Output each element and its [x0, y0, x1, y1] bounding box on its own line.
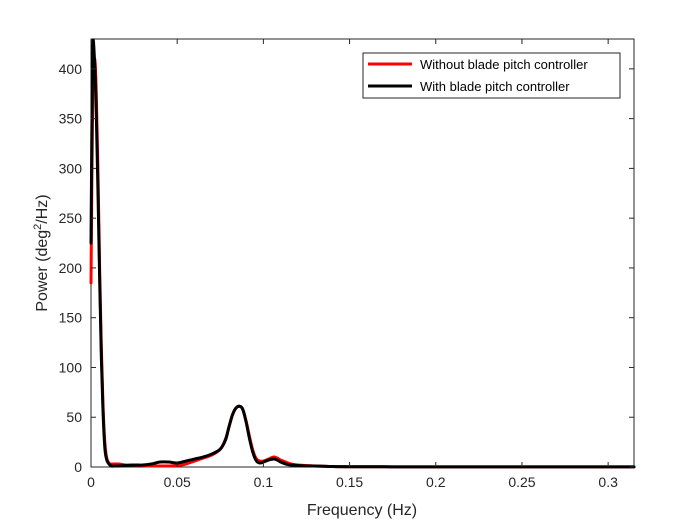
y-axis-label-main: Power (deg — [34, 230, 51, 312]
y-axis-label-tail: /Hz) — [34, 194, 51, 223]
y-tick-label: 150 — [59, 310, 83, 326]
legend: Without blade pitch controller With blad… — [362, 52, 621, 99]
y-axis-ticks: 0 50 100 150 200 250 300 350 400 — [59, 61, 634, 475]
x-tick-label: 0 — [87, 474, 95, 490]
y-tick-label: 250 — [59, 210, 83, 226]
x-tick-label: 0.1 — [254, 474, 274, 490]
y-axis-label-superscript: 2 — [32, 224, 44, 230]
legend-label-without-controller: Without blade pitch controller — [420, 57, 588, 72]
series-group — [89, 38, 636, 469]
y-tick-label: 0 — [74, 459, 82, 475]
x-tick-label: 0.05 — [164, 474, 191, 490]
y-tick-label: 200 — [59, 260, 83, 276]
y-tick-label: 350 — [59, 111, 83, 127]
plot-area: 0 0.05 0.1 0.15 0.2 0.25 0.3 0 50 100 150 200 250 30… — [59, 38, 636, 490]
x-tick-label: 0.2 — [426, 474, 446, 490]
legend-label-with-controller: With blade pitch controller — [420, 79, 570, 94]
x-tick-label: 0.25 — [508, 474, 535, 490]
y-tick-label: 100 — [59, 359, 83, 375]
x-axis-label: Frequency (Hz) — [307, 502, 417, 519]
y-tick-label: 400 — [59, 61, 83, 77]
x-tick-label: 0.3 — [598, 474, 618, 490]
legend-box — [362, 52, 621, 99]
x-axis-ticks: 0 0.05 0.1 0.15 0.2 0.25 0.3 — [87, 39, 618, 490]
y-axis-label: Power (deg2/Hz) — [32, 194, 51, 311]
x-tick-label: 0.15 — [336, 474, 363, 490]
series-with-controller-line — [89, 38, 636, 469]
y-tick-label: 50 — [66, 409, 82, 425]
axes-box — [90, 38, 635, 468]
y-tick-label: 300 — [59, 160, 83, 176]
